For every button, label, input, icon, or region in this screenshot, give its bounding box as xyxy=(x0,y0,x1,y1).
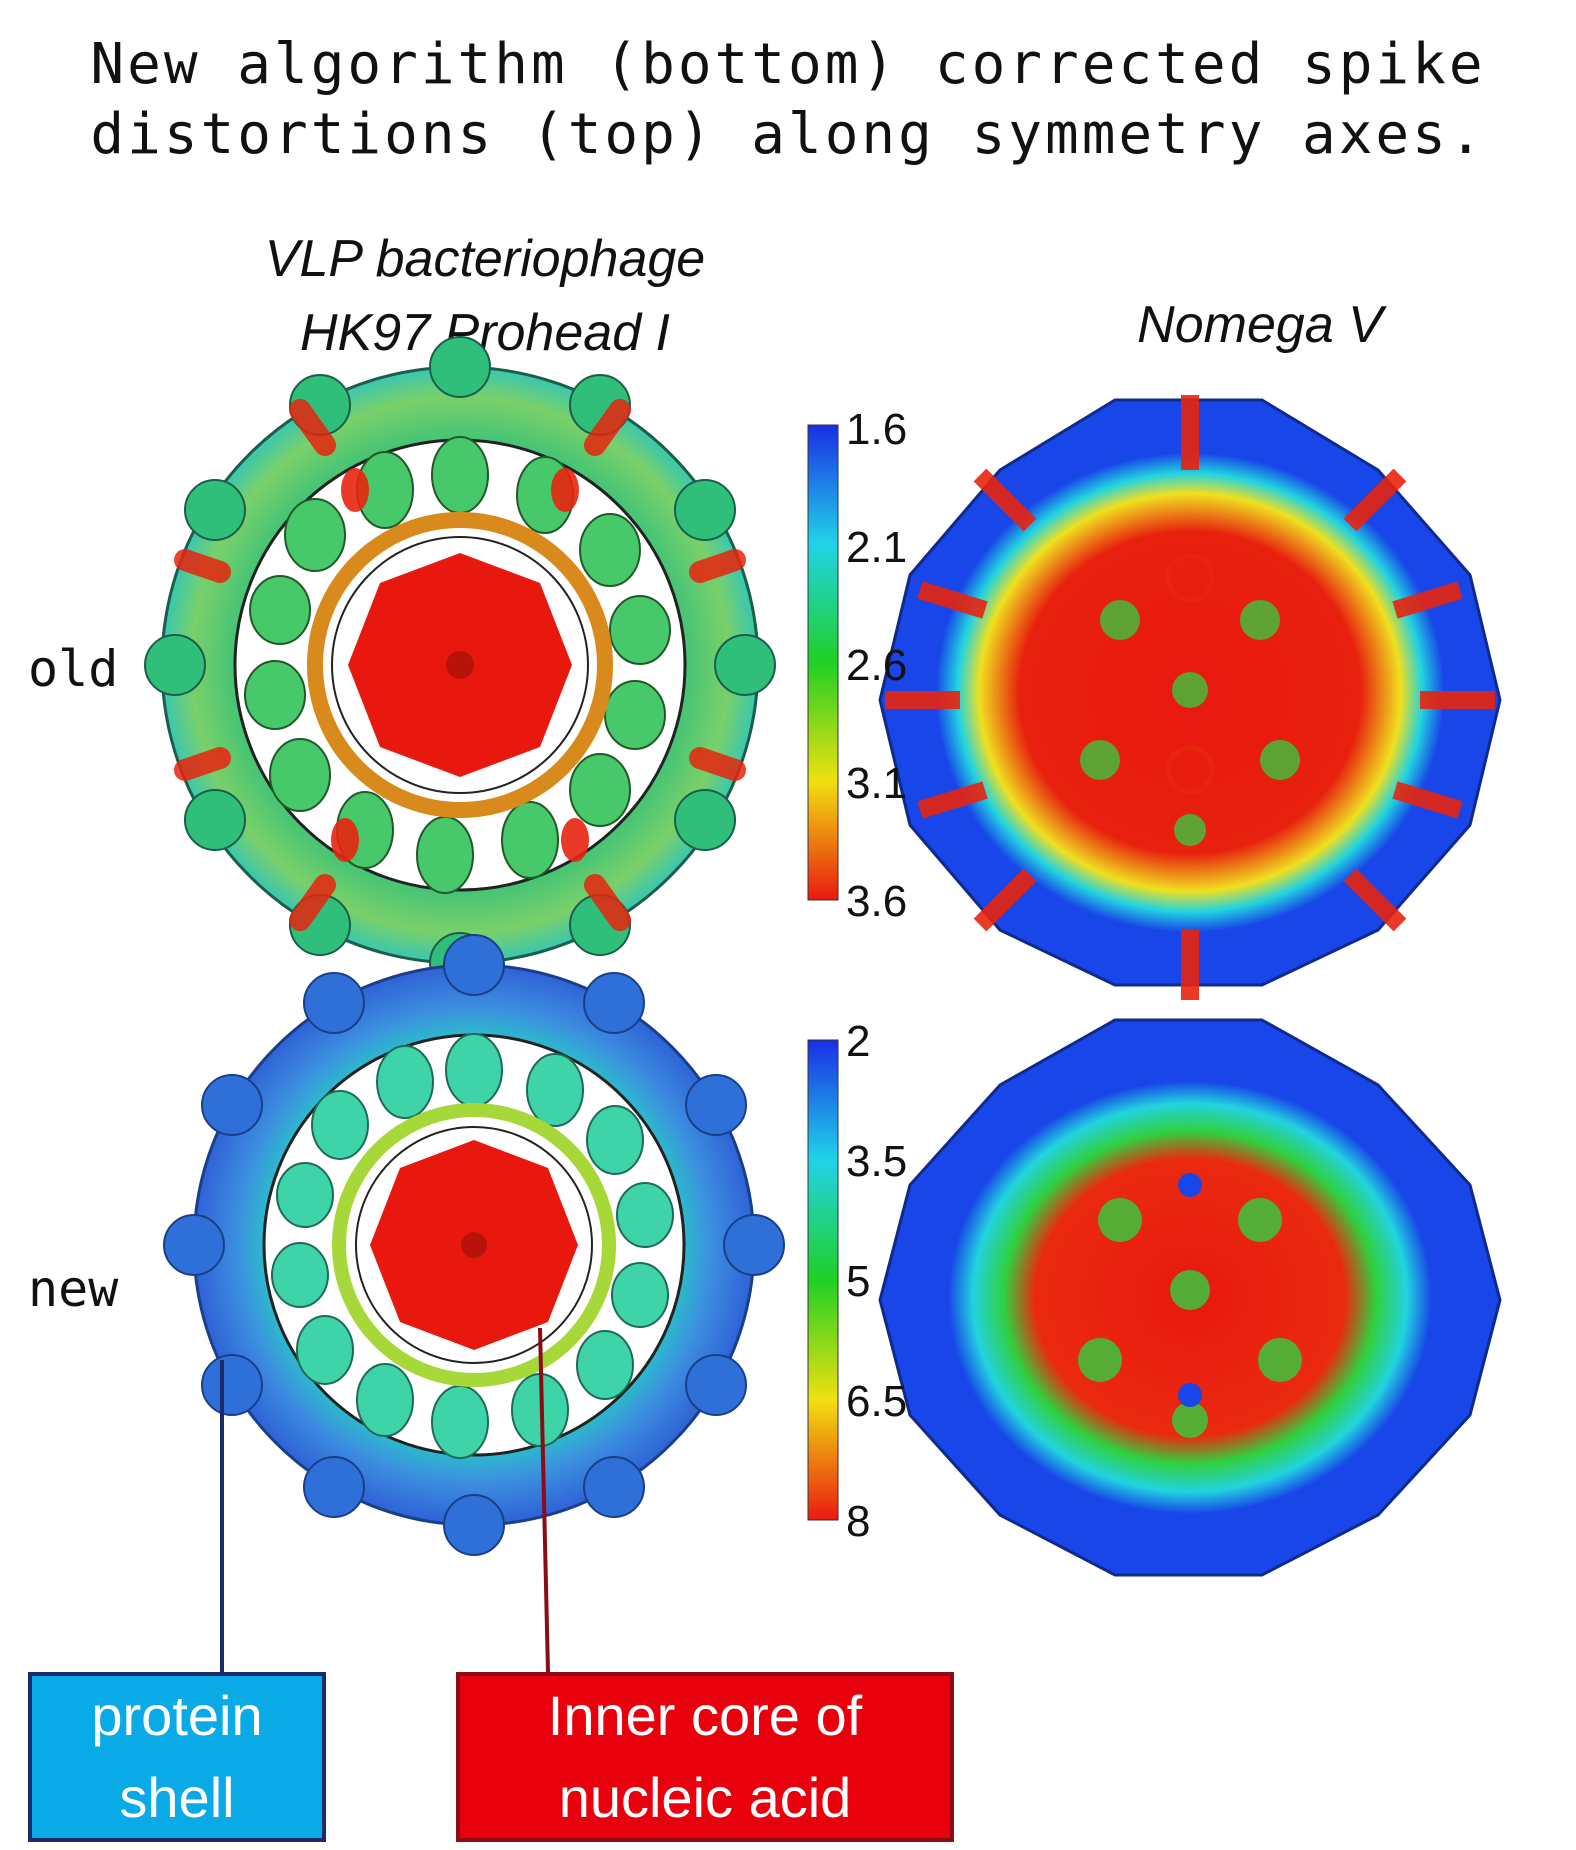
row-label-old: old xyxy=(28,640,119,698)
nucleic-acid-core-callout: Inner core of nucleic acid xyxy=(456,1672,954,1842)
nomega-old-map xyxy=(878,395,1502,1000)
column-heading-nomega: Nomega V xyxy=(1137,296,1383,354)
colorbar-new-tick-2: 3.5 xyxy=(846,1137,908,1186)
column-heading-vlp-line-1: VLP bacteriophage xyxy=(264,230,706,288)
row-label-new: new xyxy=(28,1260,119,1318)
colorbar-new xyxy=(807,1039,839,1521)
colorbar-old-tick-1: 1.6 xyxy=(846,405,908,454)
colorbar-old-tick-5: 3.6 xyxy=(846,877,908,926)
nucleic-acid-core-callout-line-1: Inner core of xyxy=(547,1684,863,1747)
column-heading-vlp: VLP bacteriophage HK97 Prohead I xyxy=(160,222,810,370)
core-callout-line xyxy=(538,1327,550,1673)
protein-shell-callout-line-1: protein xyxy=(91,1684,263,1747)
protein-shell-callout: protein shell xyxy=(28,1672,326,1842)
colorbar-old-tick-2: 2.1 xyxy=(846,523,908,572)
colorbar-old xyxy=(807,424,839,901)
colorbar-old-tick-4: 3.1 xyxy=(846,759,908,808)
colorbar-new-tick-5: 8 xyxy=(846,1497,871,1546)
figure-caption-line-1: New algorithm (bottom) corrected spike xyxy=(90,32,1486,97)
nomega-new-map xyxy=(878,1018,1502,1577)
nucleic-acid-core-callout-line-2: nucleic acid xyxy=(558,1766,852,1829)
colorbar-new-tick-3: 5 xyxy=(846,1257,871,1306)
protein-shell-callout-line-2: shell xyxy=(119,1766,235,1829)
colorbar-new-tick-1: 2 xyxy=(846,1017,871,1066)
vlp-new-map xyxy=(163,934,785,1556)
colorbar-old-tick-3: 2.6 xyxy=(846,641,908,690)
vlp-old-map xyxy=(144,336,776,994)
colorbar-new-tick-4: 6.5 xyxy=(846,1377,908,1426)
figure-caption-line-2: distortions (top) along symmetry axes. xyxy=(90,102,1486,167)
